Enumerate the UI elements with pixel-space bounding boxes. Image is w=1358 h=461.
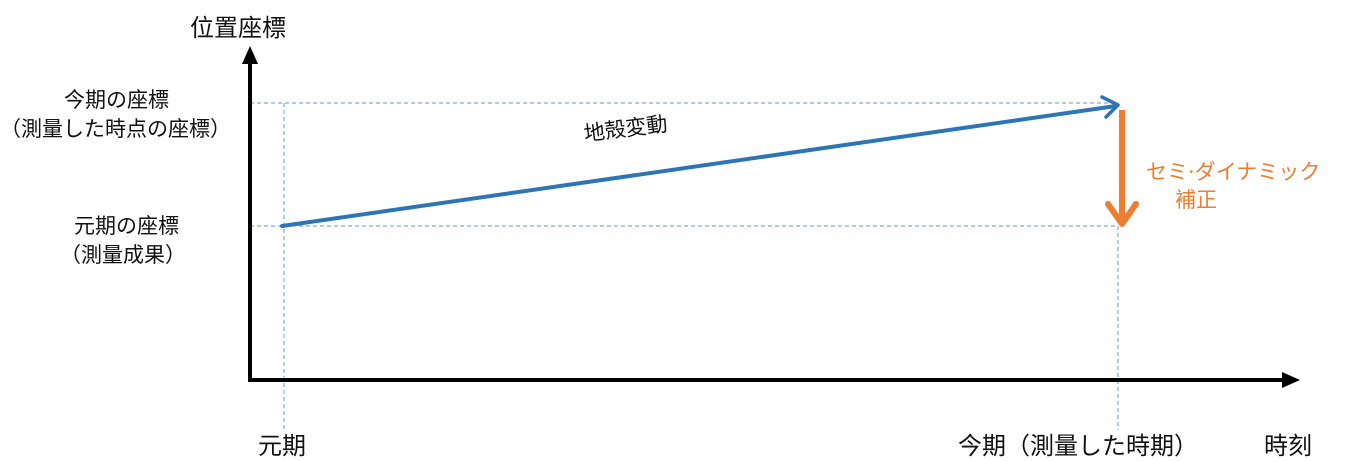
x-tick-original-epoch: 元期 xyxy=(258,432,306,460)
x-tick-current-epoch: 今期（測量した時期） xyxy=(958,432,1198,460)
y-axis-title: 位置座標 xyxy=(190,14,286,42)
crustal-movement-arrow xyxy=(280,104,1118,228)
current-coord-label: 今期の座標 xyxy=(64,88,169,112)
original-coord-sublabel: （測量成果） xyxy=(60,243,186,267)
original-coord-label: 元期の座標 xyxy=(74,214,179,238)
x-axis-arrowhead xyxy=(1282,372,1300,388)
crustal-movement-arrowhead xyxy=(1100,95,1120,119)
current-coord-sublabel: （測量した時点の座標） xyxy=(0,117,231,141)
y-axis-arrowhead xyxy=(242,46,258,64)
correction-arrowhead xyxy=(1105,201,1139,227)
x-axis-title: 時刻 xyxy=(1264,432,1312,460)
correction-label: セミ·ダイナミック xyxy=(1146,160,1321,184)
correction-sublabel: 補正 xyxy=(1175,188,1217,212)
